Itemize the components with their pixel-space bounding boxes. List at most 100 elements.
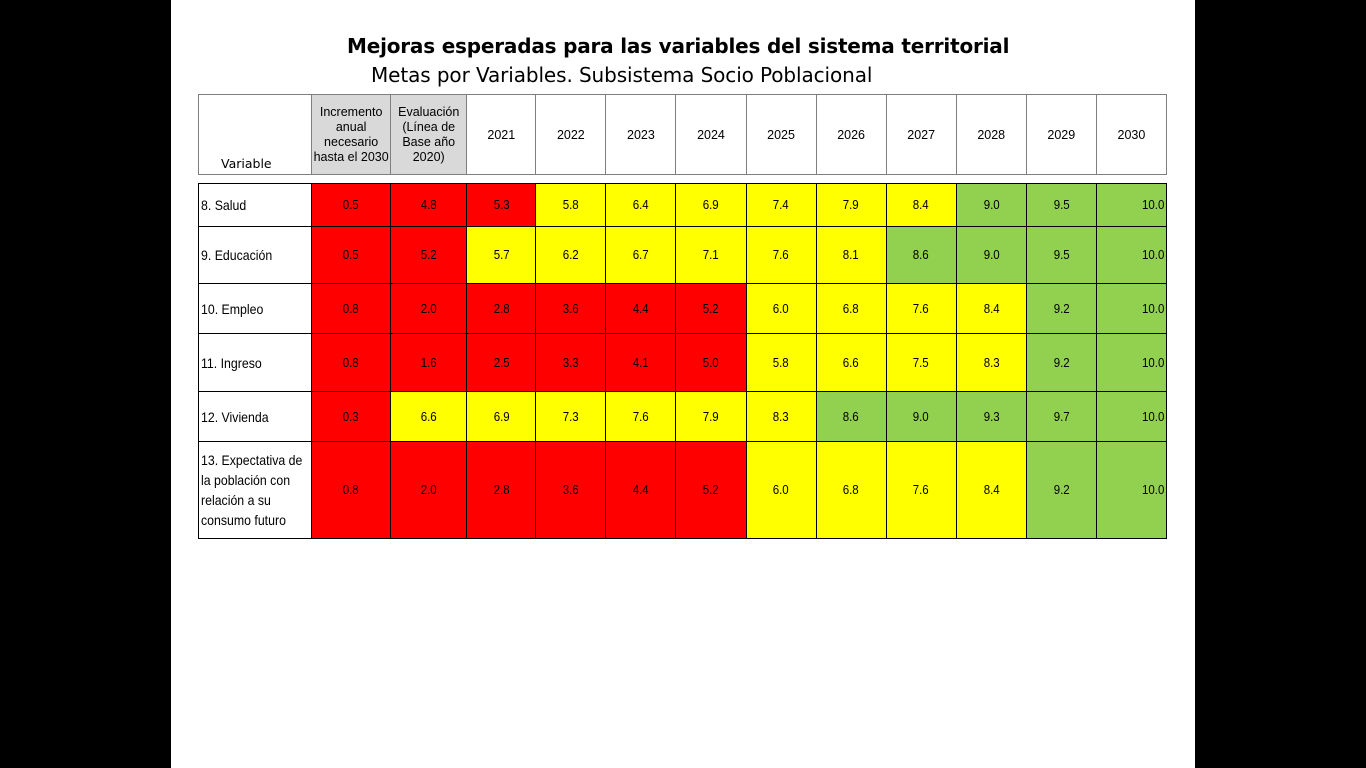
value-text: 8.4 bbox=[913, 198, 930, 212]
value-cell: 9.2 bbox=[1025, 333, 1097, 392]
value-cell: 7.5 bbox=[885, 333, 957, 392]
table-row: 9. Educación 0.5 5.2 5.7 6.2 6.7 7.1 7.6 8.1 8.6 9… bbox=[197, 226, 1168, 284]
value-cell: 0.8 bbox=[311, 283, 392, 334]
value-cell: 2.8 bbox=[466, 441, 537, 539]
value-cell: 0.8 bbox=[311, 441, 392, 539]
value-text: 6.9 bbox=[702, 198, 719, 212]
value-text: 0.8 bbox=[343, 301, 360, 316]
value-cell: 9.3 bbox=[955, 391, 1027, 442]
table-row: 11. Ingreso 0.8 1.6 2.5 3.3 4.1 5.0 5.8 6.6 7.5 8.… bbox=[197, 333, 1168, 392]
value-text: 8.4 bbox=[983, 483, 1000, 497]
value-text: 7.5 bbox=[913, 355, 930, 370]
value-cell: 4.1 bbox=[605, 333, 677, 392]
value-text: 8.3 bbox=[983, 355, 1000, 370]
value-text: 4.4 bbox=[632, 483, 649, 497]
value-text: 9.0 bbox=[983, 248, 1000, 262]
value-cell: 10.0 bbox=[1095, 441, 1168, 539]
value-text: 5.0 bbox=[702, 355, 719, 370]
value-cell: 8.4 bbox=[885, 183, 957, 227]
table-header: Variable Incremento anual necesario hast… bbox=[197, 94, 1168, 175]
value-text: 9.7 bbox=[1053, 409, 1070, 424]
header-year-2025: 2025 bbox=[745, 94, 817, 175]
value-cell: 10.0 bbox=[1095, 183, 1168, 227]
value-cell: 4.8 bbox=[390, 183, 468, 227]
row-label: 13. Expectativa de la población con rela… bbox=[197, 441, 313, 539]
value-text: 10.0 bbox=[1141, 248, 1165, 262]
value-text: 5.8 bbox=[562, 198, 579, 212]
row-label: 8. Salud bbox=[197, 183, 313, 227]
header-year-2029: 2029 bbox=[1025, 94, 1097, 175]
value-cell: 9.2 bbox=[1025, 441, 1097, 539]
value-text: 3.6 bbox=[562, 483, 579, 497]
header-year-2026: 2026 bbox=[815, 94, 887, 175]
header-year-2021: 2021 bbox=[466, 94, 537, 175]
value-text: 2.5 bbox=[493, 355, 510, 370]
header-year-2023: 2023 bbox=[605, 94, 677, 175]
value-cell: 7.9 bbox=[675, 391, 747, 442]
value-cell: 8.6 bbox=[815, 391, 887, 442]
value-text: 0.8 bbox=[343, 355, 360, 370]
value-text: 9.0 bbox=[983, 198, 1000, 212]
row-label-text: 11. Ingreso bbox=[201, 354, 262, 371]
row-label: 9. Educación bbox=[197, 226, 313, 284]
value-cell: 10.0 bbox=[1095, 283, 1168, 334]
value-text: 0.8 bbox=[343, 483, 360, 497]
value-text: 6.8 bbox=[843, 301, 860, 316]
value-text: 10.0 bbox=[1141, 409, 1165, 424]
value-cell: 6.9 bbox=[675, 183, 747, 227]
row-label: 12. Vivienda bbox=[197, 391, 313, 442]
value-cell: 5.8 bbox=[535, 183, 607, 227]
table-body: 8. Salud 0.5 4.8 5.3 5.8 6.4 6.9 7.4 7.9 8.4 9.0 9.… bbox=[197, 183, 1168, 539]
value-cell: 8.4 bbox=[955, 283, 1027, 334]
value-text: 6.7 bbox=[632, 248, 649, 262]
value-cell: 2.0 bbox=[390, 441, 468, 539]
value-cell: 6.7 bbox=[605, 226, 677, 284]
value-cell: 9.0 bbox=[955, 226, 1027, 284]
value-text: 8.3 bbox=[773, 409, 790, 424]
value-text: 9.0 bbox=[913, 409, 930, 424]
value-text: 9.2 bbox=[1053, 301, 1070, 316]
row-label: 11. Ingreso bbox=[197, 333, 313, 392]
value-text: 2.0 bbox=[420, 483, 437, 497]
header-year-2027: 2027 bbox=[885, 94, 957, 175]
value-cell: 5.0 bbox=[675, 333, 747, 392]
value-cell: 7.6 bbox=[745, 226, 817, 284]
value-cell: 7.1 bbox=[675, 226, 747, 284]
value-cell: 2.5 bbox=[466, 333, 537, 392]
value-text: 2.8 bbox=[493, 301, 510, 316]
value-text: 6.6 bbox=[420, 409, 437, 424]
value-cell: 6.6 bbox=[390, 391, 468, 442]
row-label: 10. Empleo bbox=[197, 283, 313, 334]
value-text: 7.9 bbox=[843, 198, 860, 212]
value-cell: 6.8 bbox=[815, 441, 887, 539]
value-cell: 7.4 bbox=[745, 183, 817, 227]
value-text: 7.1 bbox=[702, 248, 719, 262]
header-year-2022: 2022 bbox=[535, 94, 607, 175]
table-row: 8. Salud 0.5 4.8 5.3 5.8 6.4 6.9 7.4 7.9 8.4 9.0 9.… bbox=[197, 183, 1168, 227]
value-cell: 6.2 bbox=[535, 226, 607, 284]
value-cell: 9.5 bbox=[1025, 226, 1097, 284]
value-text: 5.8 bbox=[773, 355, 790, 370]
value-cell: 2.0 bbox=[390, 283, 468, 334]
value-cell: 5.2 bbox=[675, 283, 747, 334]
value-cell: 9.7 bbox=[1025, 391, 1097, 442]
value-text: 8.6 bbox=[843, 409, 860, 424]
header-incremento: Incremento anual necesario hasta el 2030 bbox=[311, 94, 392, 175]
value-cell: 9.0 bbox=[885, 391, 957, 442]
value-cell: 8.3 bbox=[745, 391, 817, 442]
value-cell: 10.0 bbox=[1095, 333, 1168, 392]
value-text: 4.4 bbox=[632, 301, 649, 316]
value-text: 6.4 bbox=[632, 198, 649, 212]
value-text: 10.0 bbox=[1141, 301, 1165, 316]
value-cell: 7.6 bbox=[885, 283, 957, 334]
value-text: 7.9 bbox=[702, 409, 719, 424]
table-row: 12. Vivienda 0.3 6.6 6.9 7.3 7.6 7.9 8.3 8.6 9.0 9… bbox=[197, 391, 1168, 442]
value-cell: 8.3 bbox=[955, 333, 1027, 392]
header-year-2024: 2024 bbox=[675, 94, 747, 175]
slide-title: Mejoras esperadas para las variables del… bbox=[347, 34, 1010, 58]
value-cell: 1.6 bbox=[390, 333, 468, 392]
value-cell: 3.3 bbox=[535, 333, 607, 392]
value-cell: 9.0 bbox=[955, 183, 1027, 227]
value-cell: 8.6 bbox=[885, 226, 957, 284]
header-year-2028: 2028 bbox=[955, 94, 1027, 175]
